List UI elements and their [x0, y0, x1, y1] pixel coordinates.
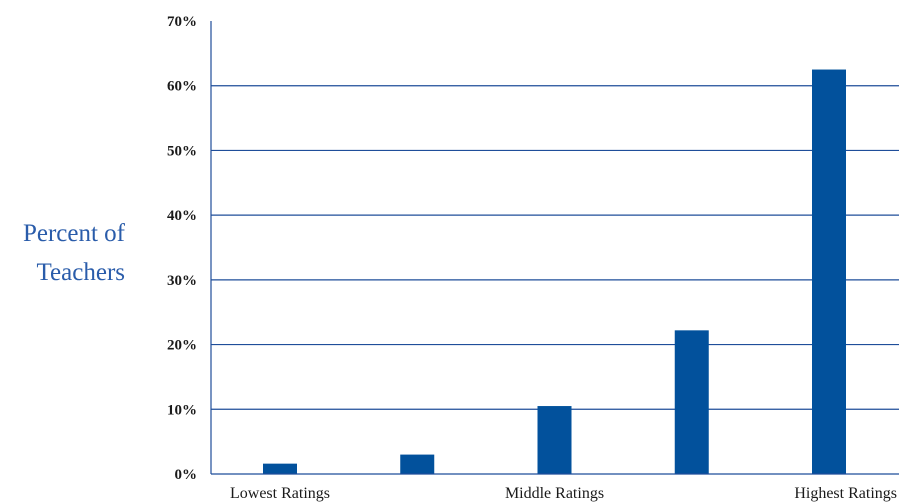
gridlines: [211, 85, 899, 410]
bar-5: [812, 69, 846, 475]
y-tick-label: 40%: [167, 208, 197, 224]
y-tick-label: 10%: [167, 402, 197, 418]
y-tick-label: 0%: [175, 467, 198, 483]
bar-1: [263, 463, 297, 474]
bar-3: [537, 406, 572, 474]
x-category-label: Lowest Ratings: [230, 485, 330, 502]
x-category-labels: Lowest Ratings Middle Ratings Highest Rati…: [230, 485, 897, 502]
x-category-label: Middle Ratings: [505, 485, 604, 502]
y-tick-label: 30%: [167, 273, 197, 289]
y-tick-label: 70%: [167, 14, 197, 30]
bar-2: [400, 454, 435, 474]
y-axis-title-line-2: Teachers: [37, 259, 125, 286]
y-tick-label: 60%: [167, 79, 197, 95]
bars: [263, 69, 846, 475]
x-category-label: Highest Ratings: [794, 485, 897, 502]
y-tick-labels: 0% 10% 20% 30% 40% 50% 60% 70%: [167, 14, 197, 483]
bar-4: [674, 330, 709, 474]
axes: [210, 21, 899, 475]
y-tick-label: 20%: [167, 338, 197, 354]
y-axis-title: Percent of Teachers: [23, 220, 126, 286]
y-tick-label: 50%: [167, 143, 197, 159]
y-axis-title-line-1: Percent of: [23, 220, 126, 247]
